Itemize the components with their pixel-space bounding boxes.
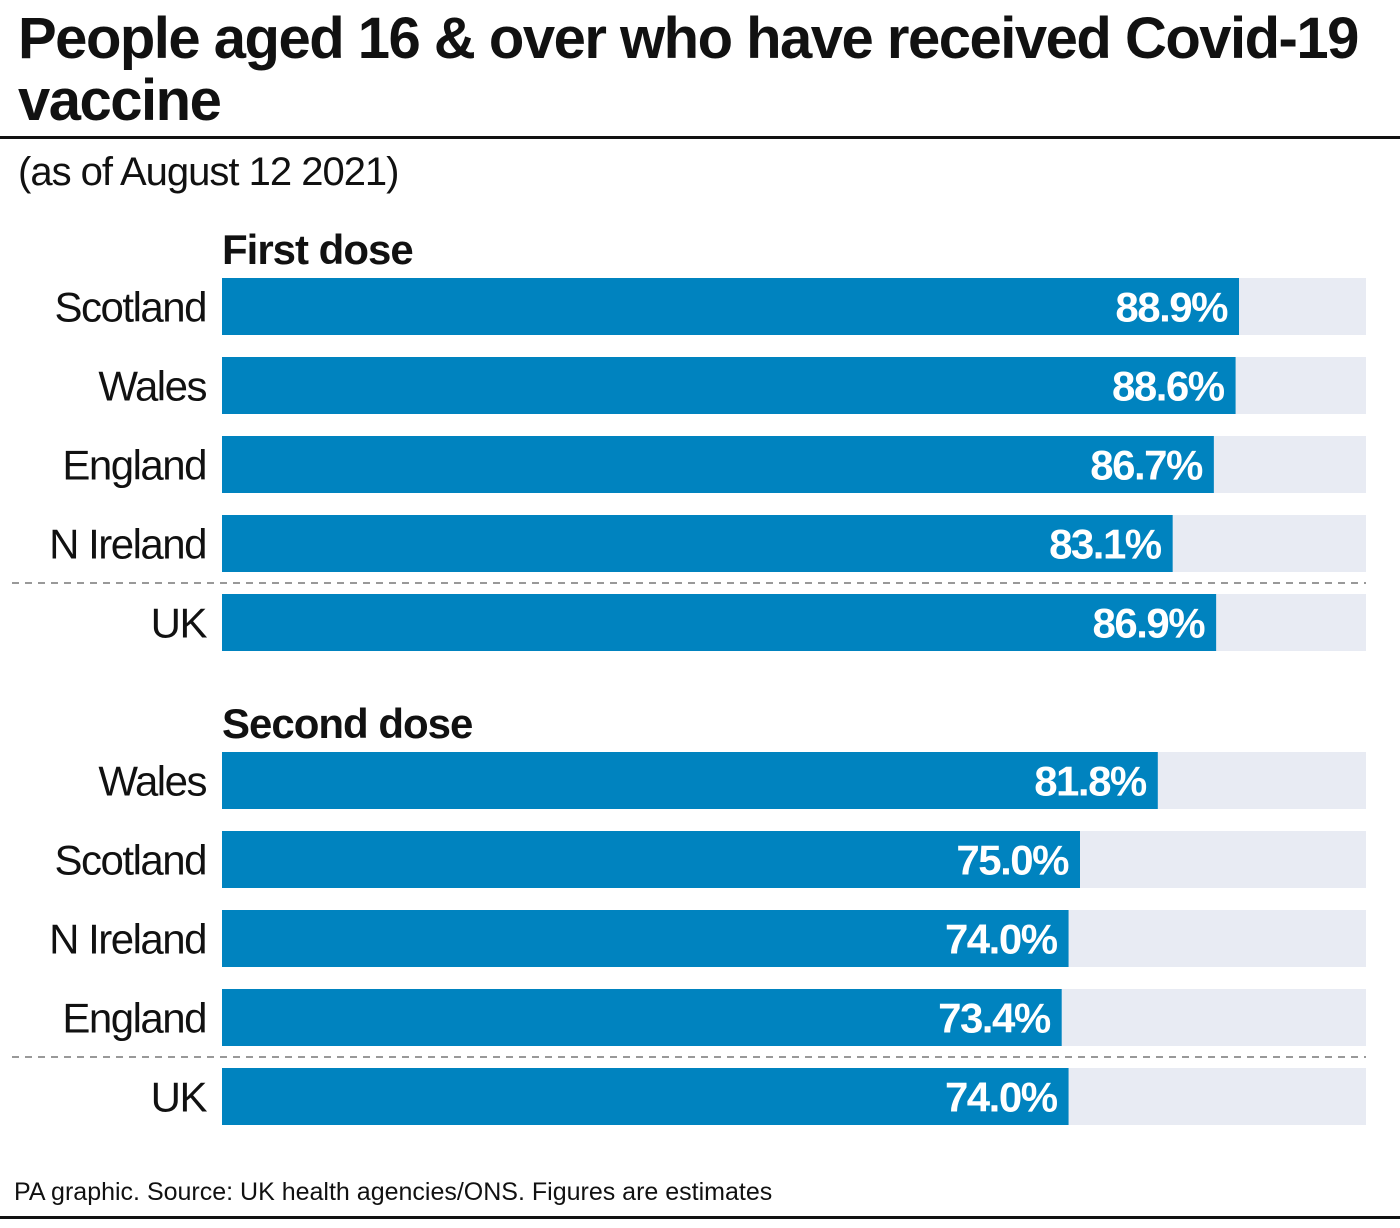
value-label: 73.4% <box>938 995 1051 1042</box>
category-label: N Ireland <box>49 916 206 963</box>
bar-n-ireland <box>222 515 1173 572</box>
value-label: 88.9% <box>1115 284 1228 331</box>
bar-wales <box>222 357 1236 414</box>
bar-scotland <box>222 278 1240 335</box>
source-note: PA graphic. Source: UK health agencies/O… <box>14 1178 773 1206</box>
title-rule <box>0 136 1400 139</box>
value-label: 81.8% <box>1034 758 1147 805</box>
chart-title: People aged 16 & over who have received … <box>18 6 1359 133</box>
value-label: 83.1% <box>1049 521 1162 568</box>
bar-n-ireland <box>222 910 1069 967</box>
bar-wales <box>222 752 1158 809</box>
category-label: Wales <box>98 758 206 805</box>
bar-uk <box>222 594 1217 651</box>
footer-rule <box>0 1216 1400 1219</box>
category-label: UK <box>151 600 208 647</box>
category-label: Wales <box>98 363 206 410</box>
value-label: 75.0% <box>956 837 1069 884</box>
bar-scotland <box>222 831 1080 888</box>
category-label: UK <box>151 1074 208 1121</box>
category-label: Scotland <box>55 837 206 884</box>
value-label: 88.6% <box>1112 363 1225 410</box>
category-label: England <box>62 442 206 489</box>
bar-england <box>222 989 1062 1046</box>
chart-subtitle: (as of August 12 2021) <box>18 150 399 194</box>
group-title: First dose <box>222 226 413 273</box>
group-title: Second dose <box>222 700 472 747</box>
category-label: England <box>62 995 206 1042</box>
category-label: Scotland <box>55 284 206 331</box>
category-label: N Ireland <box>49 521 206 568</box>
value-label: 86.9% <box>1093 600 1206 647</box>
bar-england <box>222 436 1214 493</box>
value-label: 74.0% <box>945 1074 1058 1121</box>
value-label: 86.7% <box>1090 442 1203 489</box>
bar-uk <box>222 1068 1069 1125</box>
value-label: 74.0% <box>945 916 1058 963</box>
